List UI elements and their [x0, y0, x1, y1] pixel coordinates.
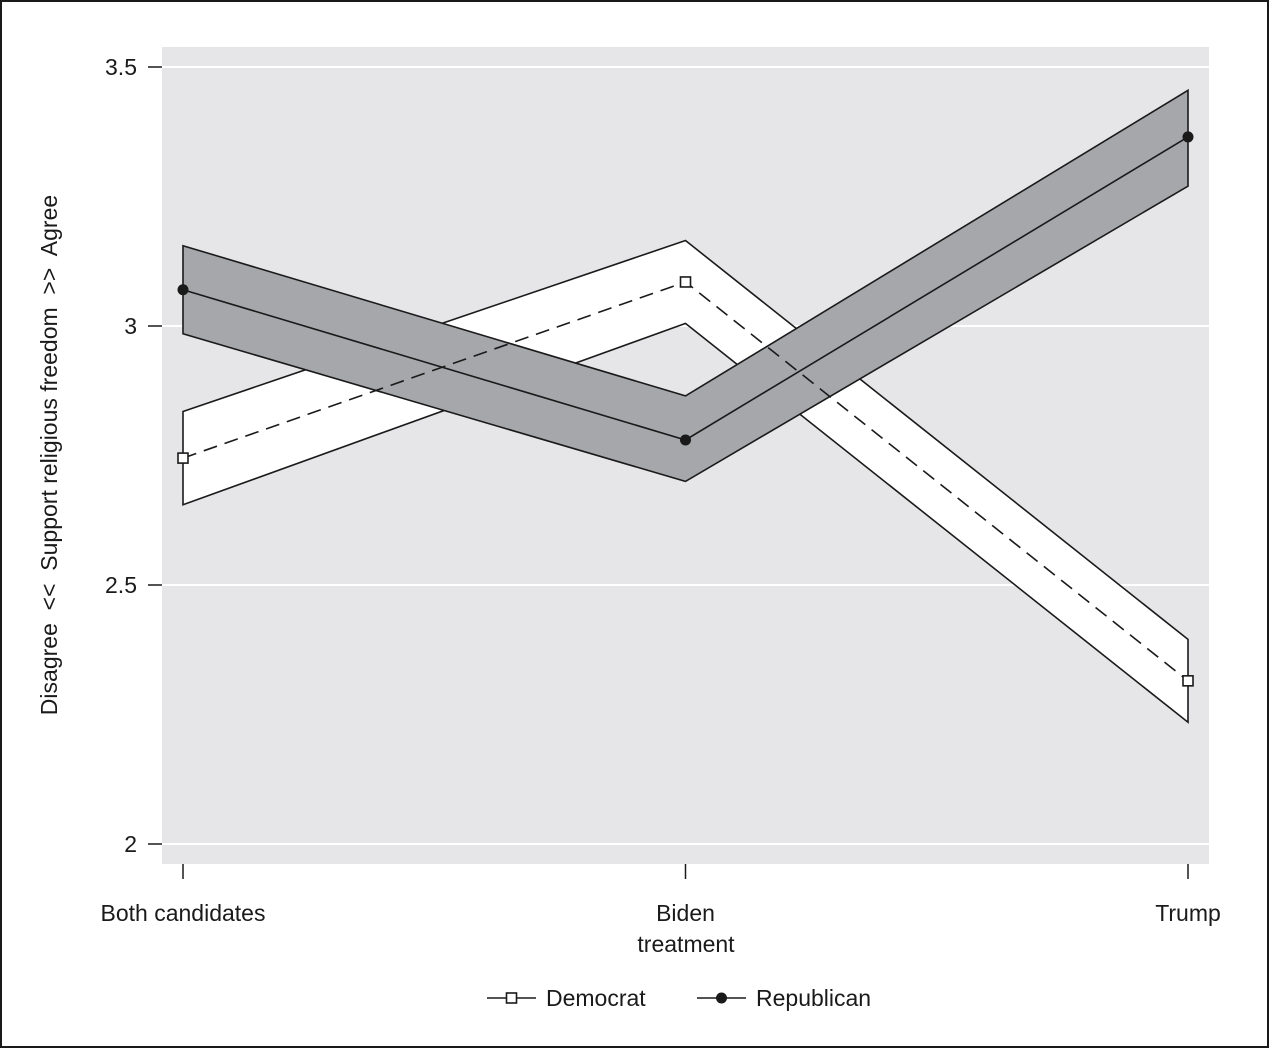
- confidence-bands: [182, 88, 1189, 724]
- y-tick-label: 3.5: [105, 54, 137, 80]
- point-republican: [680, 434, 691, 446]
- legend: Democrat Republican: [487, 985, 871, 1011]
- point-democrat: [177, 452, 189, 464]
- y-axis-title: Disagree << Support religious freedom >>…: [36, 195, 62, 715]
- point-republican: [177, 284, 189, 296]
- point-democrat: [1182, 675, 1194, 687]
- y-axis: 2 2.5 3 3.5: [105, 54, 162, 857]
- x-tick-label: Both candidates: [101, 900, 266, 926]
- x-tick-label: Trump: [1155, 900, 1221, 926]
- x-axis-title: treatment: [637, 931, 735, 957]
- legend-label: Democrat: [546, 985, 646, 1011]
- x-axis: Both candidates Biden Trump: [101, 864, 1221, 926]
- x-tick-label: Biden: [656, 900, 715, 926]
- legend-label: Republican: [756, 985, 871, 1011]
- y-tick-label: 2.5: [105, 572, 137, 598]
- legend-item-democrat: Democrat: [487, 985, 646, 1011]
- point-democrat: [679, 276, 692, 288]
- series-markers: [177, 131, 1194, 687]
- y-tick-label: 2: [124, 831, 137, 857]
- legend-marker: [505, 992, 518, 1004]
- point-republican: [1182, 131, 1194, 143]
- legend-item-republican: Republican: [697, 985, 871, 1011]
- y-tick-label: 3: [124, 313, 137, 339]
- legend-marker: [716, 992, 727, 1004]
- ci-band-republican: [182, 88, 1189, 483]
